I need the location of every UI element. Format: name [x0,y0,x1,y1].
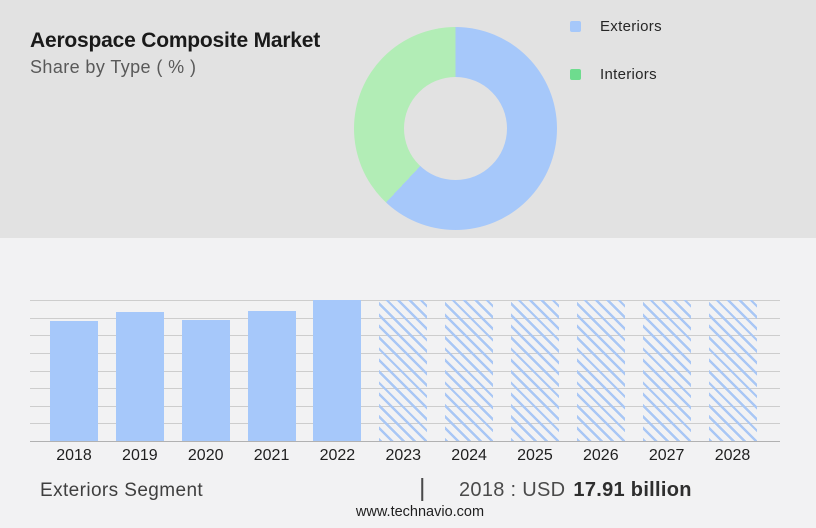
x-axis-label: 2023 [385,447,422,464]
page-subtitle: Share by Type ( % ) [30,57,197,77]
exteriors-swatch-icon [570,20,581,32]
x-axis-label: 2021 [253,447,290,464]
x-axis-label: 2025 [517,447,553,464]
website-link[interactable]: www.technavio.com [355,504,485,520]
segment-label: Exteriors Segment [40,480,204,501]
legend-item-interiors: Interiors [570,63,657,85]
donut-section: Aerospace Composite Market Share by Type… [0,0,816,238]
x-axis-label: 2024 [451,447,487,464]
x-axis-label: 2028 [714,447,751,464]
forecast-bar [708,300,757,441]
forecast-bar [445,300,494,441]
x-axis-label: 2022 [319,447,356,464]
interiors-swatch-icon [570,68,581,80]
x-axis-label: 2027 [648,447,685,464]
caption-value-amount: 17.91 billion [573,479,692,501]
legend-item-exteriors: Exteriors [570,15,662,37]
historic-bar [181,320,230,441]
historic-bar [115,312,164,441]
donut-hole [404,77,507,180]
x-axis-label: 2020 [187,447,224,464]
x-axis-line [30,441,780,442]
forecast-bar [379,300,428,441]
bar-plot: 2018 2019 2020 2021 2022 2023 2024 2025 2026 2027… [30,300,780,464]
page-title: Aerospace Composite Market [30,29,321,52]
forecast-bar [642,300,691,441]
forecast-bar [576,300,625,441]
caption-value-prefix: 2018 : USD [459,479,566,501]
historic-bar [313,300,362,441]
caption-value: 2018 : USD 17.91 billion [459,479,692,502]
donut-chart [354,27,557,230]
legend-label: Exteriors [600,17,662,35]
x-axis-label: 2018 [56,447,92,464]
legend-label: Interiors [600,65,657,83]
caption-divider: | [419,474,426,502]
x-axis-label: 2026 [583,447,619,464]
forecast-bar [510,300,559,441]
historic-bar [50,321,98,441]
historic-bar [247,310,296,441]
x-axis-label: 2019 [122,447,158,464]
